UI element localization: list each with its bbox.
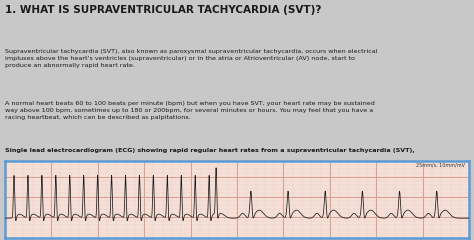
Text: 1. WHAT IS SUPRAVENTRICULAR TACHYCARDIA (SVT)?: 1. WHAT IS SUPRAVENTRICULAR TACHYCARDIA … — [5, 6, 321, 15]
Text: Supraventricular tachycardia (SVT), also known as paroxysmal supraventricular ta: Supraventricular tachycardia (SVT), also… — [5, 49, 377, 68]
Text: followed abrupt termination of tachycardia followed by normal rhythm.: followed abrupt termination of tachycard… — [5, 172, 262, 177]
Text: A normal heart beats 60 to 100 beats per minute (bpm) but when you have SVT, you: A normal heart beats 60 to 100 beats per… — [5, 101, 374, 120]
Text: 25mm/s, 10mm/mV: 25mm/s, 10mm/mV — [416, 162, 465, 167]
Text: Single lead electrocardiogram (ECG) showing rapid regular heart rates from a sup: Single lead electrocardiogram (ECG) show… — [5, 148, 414, 153]
